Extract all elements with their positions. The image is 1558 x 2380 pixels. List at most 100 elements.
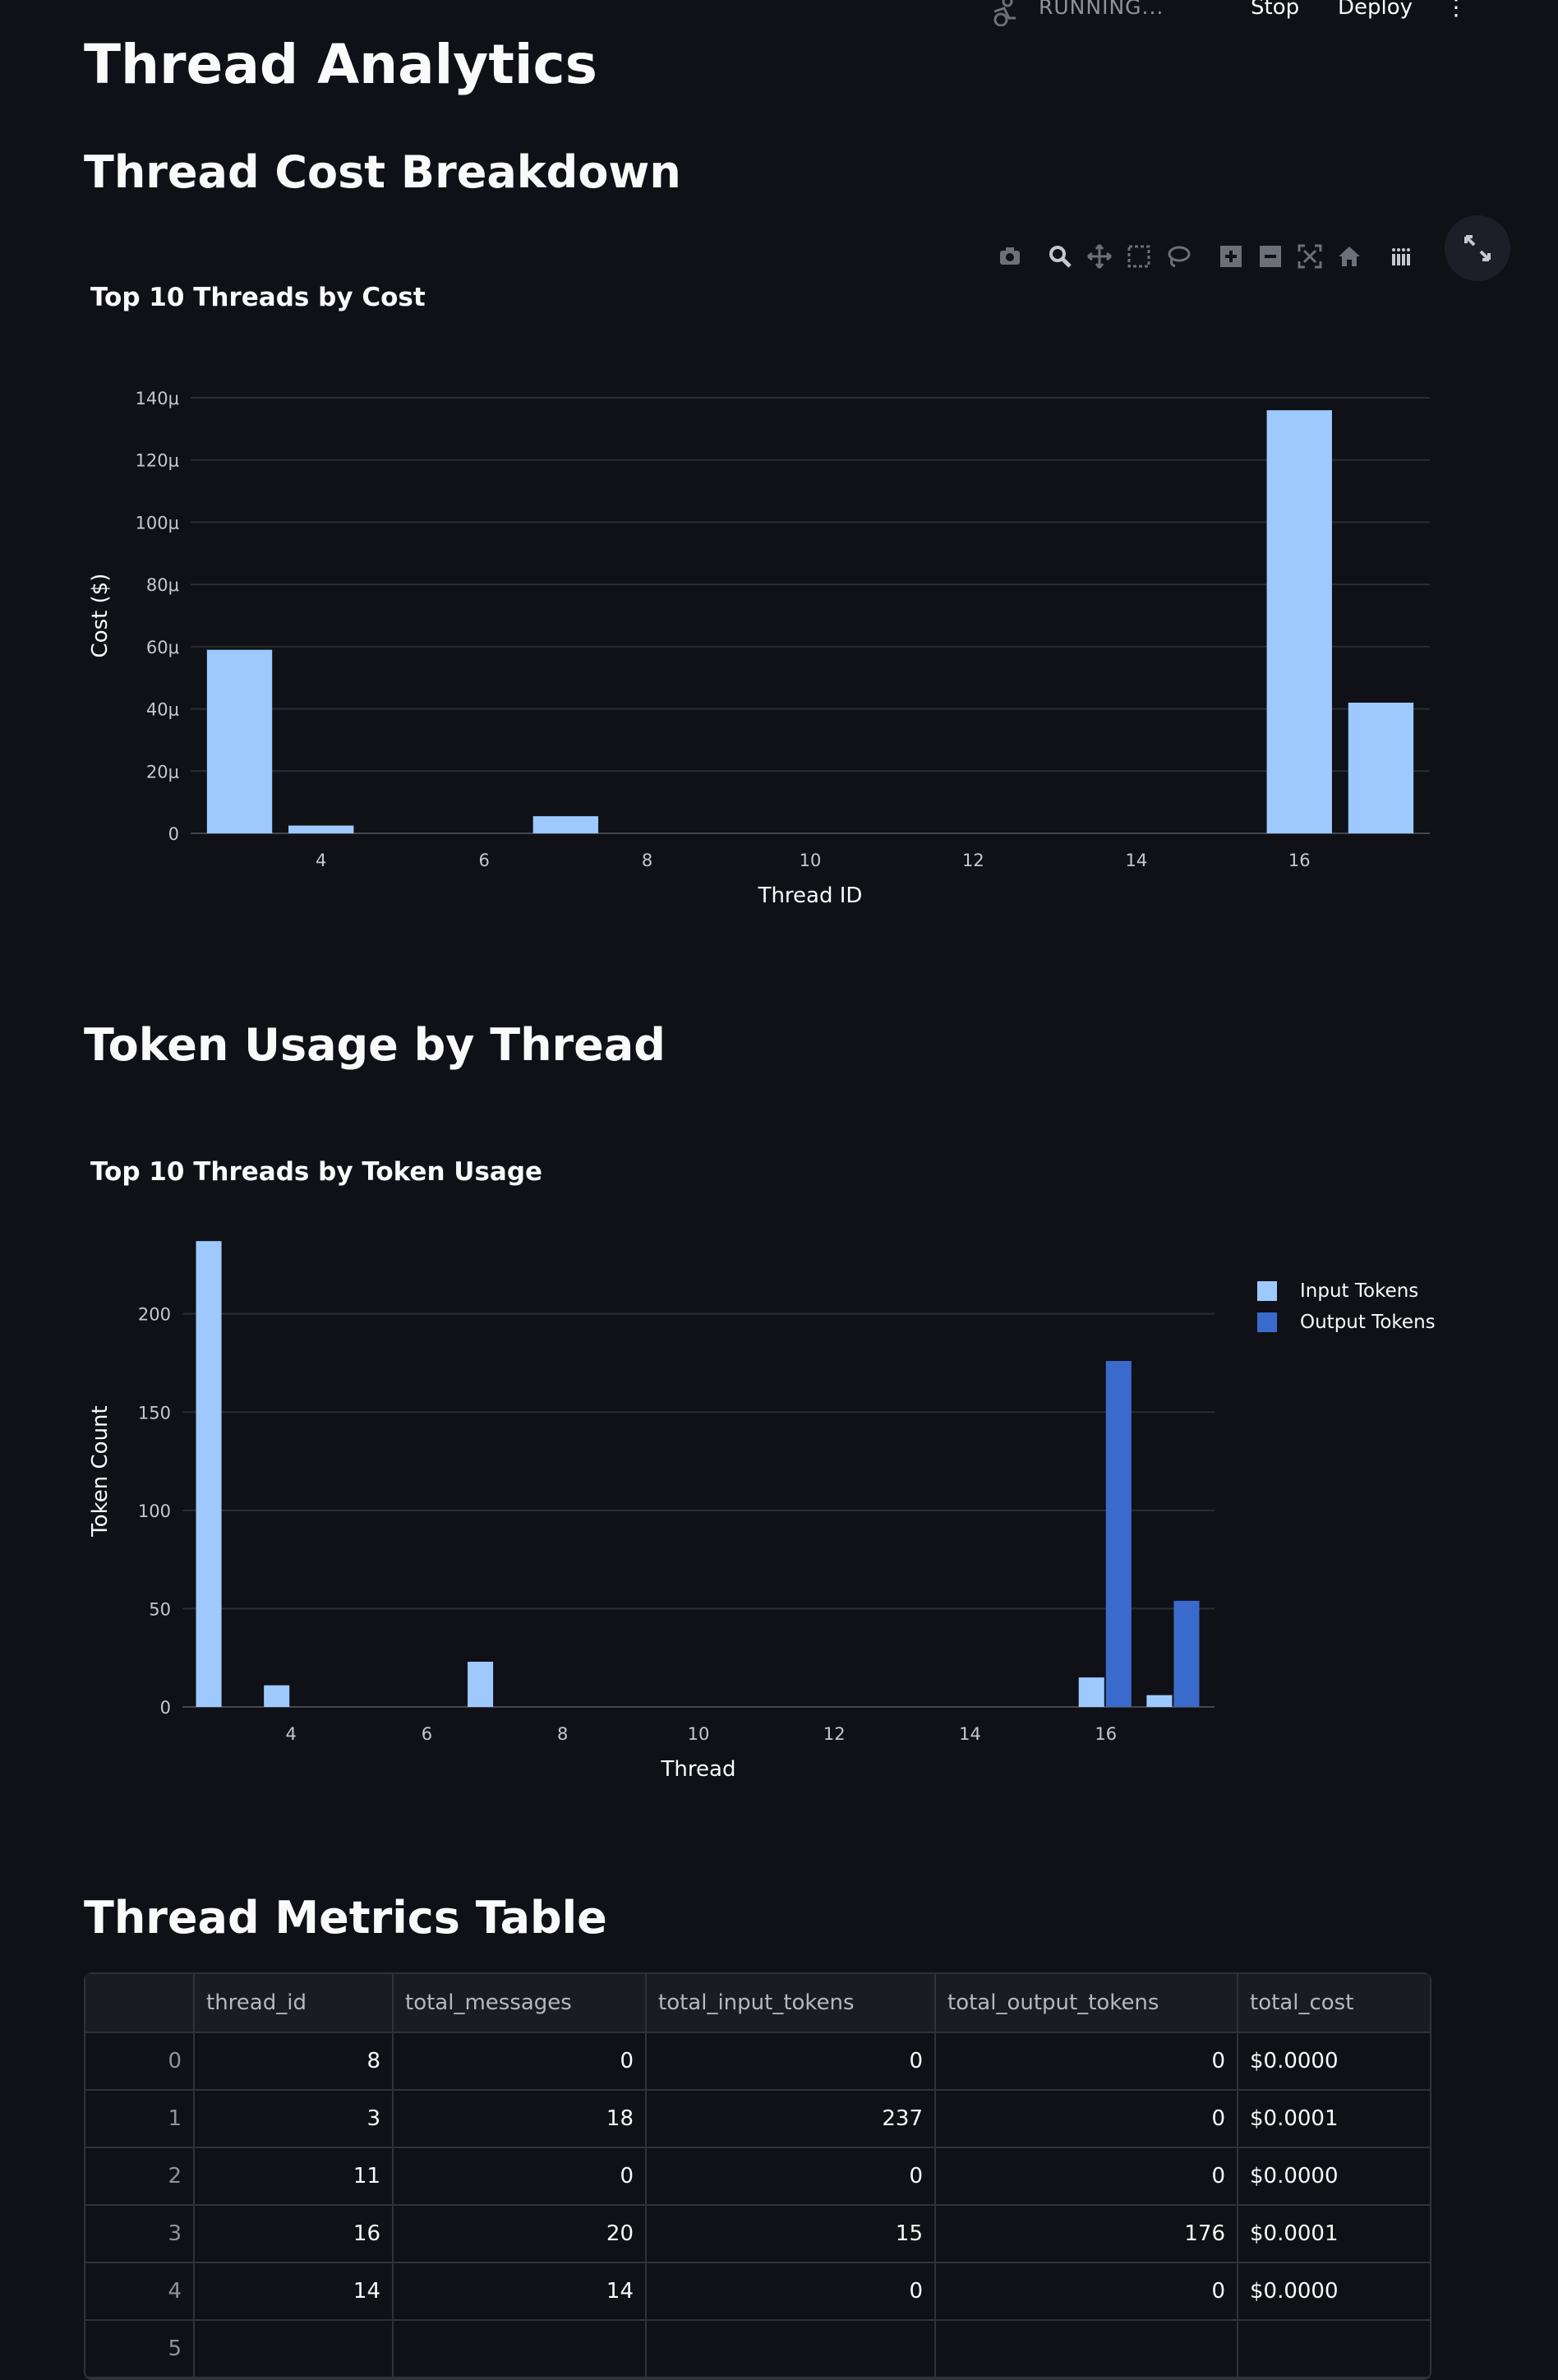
bar-input-thread-7 bbox=[468, 1661, 494, 1707]
box-select-icon[interactable] bbox=[1126, 243, 1152, 270]
section-cost-heading: Thread Cost Breakdown bbox=[84, 146, 681, 198]
bar-thread-16 bbox=[1266, 410, 1332, 834]
table-row[interactable]: 4 14 14 0 0 $0.0000 bbox=[85, 2263, 1430, 2321]
cell-total-cost[interactable]: $0.0001 bbox=[1238, 2091, 1430, 2148]
camera-icon[interactable] bbox=[997, 243, 1023, 270]
x-tick-label: 6 bbox=[478, 851, 489, 870]
column-header[interactable]: total_output_tokens bbox=[936, 1974, 1238, 2033]
cost-chart-title: Top 10 Threads by Cost bbox=[90, 283, 426, 312]
stop-button[interactable]: Stop bbox=[1251, 0, 1300, 20]
column-header[interactable] bbox=[85, 1974, 195, 2033]
y-axis-label: Cost ($) bbox=[88, 574, 113, 658]
column-header[interactable]: total_cost bbox=[1238, 1974, 1430, 2033]
table-row[interactable]: 1 3 18 237 0 $0.0001 bbox=[85, 2091, 1430, 2148]
x-tick-label: 4 bbox=[316, 851, 326, 870]
legend-label-output: Output Tokens bbox=[1300, 1312, 1436, 1333]
deploy-button[interactable]: Deploy bbox=[1338, 0, 1413, 20]
y-tick-label: 140μ bbox=[136, 389, 179, 408]
cell-total-messages[interactable]: 14 bbox=[394, 2263, 647, 2321]
zoom-icon[interactable] bbox=[1047, 243, 1073, 270]
cell-total-output-tokens[interactable]: 176 bbox=[936, 2206, 1238, 2263]
section-tokens-heading: Token Usage by Thread bbox=[84, 1019, 666, 1071]
cell-total-input-tokens[interactable]: 0 bbox=[647, 2263, 936, 2321]
bar-input-thread-3 bbox=[196, 1241, 222, 1707]
cell-thread-id[interactable] bbox=[195, 2321, 394, 2378]
bar-output-thread-16 bbox=[1105, 1361, 1132, 1707]
x-tick-label: 8 bbox=[642, 851, 652, 870]
section-table-heading: Thread Metrics Table bbox=[84, 1892, 607, 1944]
x-tick-label: 4 bbox=[286, 1724, 297, 1744]
y-tick-label: 60μ bbox=[146, 638, 179, 657]
x-tick-label: 10 bbox=[688, 1724, 710, 1744]
row-index: 1 bbox=[85, 2091, 195, 2148]
cell-total-output-tokens[interactable]: 0 bbox=[936, 2091, 1238, 2148]
cell-total-input-tokens[interactable]: 0 bbox=[647, 2033, 936, 2091]
autoscale-icon[interactable] bbox=[1297, 243, 1323, 270]
cell-total-messages[interactable]: 20 bbox=[394, 2206, 647, 2263]
cell-total-messages[interactable]: 18 bbox=[394, 2091, 647, 2148]
main-menu-icon[interactable]: ⋮ bbox=[1445, 0, 1468, 21]
column-header[interactable]: total_input_tokens bbox=[647, 1974, 936, 2033]
x-tick-label: 8 bbox=[557, 1724, 568, 1744]
table-row[interactable]: 3 16 20 15 176 $0.0001 bbox=[85, 2206, 1430, 2263]
x-tick-label: 16 bbox=[1288, 851, 1311, 870]
cell-total-output-tokens[interactable]: 0 bbox=[936, 2263, 1238, 2321]
bar-thread-4 bbox=[288, 825, 354, 833]
pan-icon[interactable] bbox=[1086, 243, 1113, 270]
cell-total-cost[interactable]: $0.0000 bbox=[1238, 2148, 1430, 2206]
fullscreen-icon bbox=[1464, 235, 1491, 261]
cell-total-cost[interactable]: $0.0000 bbox=[1238, 2263, 1430, 2321]
plotly-logo-icon[interactable] bbox=[1389, 243, 1415, 270]
page-title: Thread Analytics bbox=[84, 33, 597, 96]
cell-total-cost[interactable] bbox=[1238, 2321, 1430, 2378]
bar-thread-7 bbox=[532, 816, 599, 833]
lasso-select-icon[interactable] bbox=[1165, 243, 1192, 270]
cell-thread-id[interactable]: 11 bbox=[195, 2148, 394, 2206]
cell-total-input-tokens[interactable]: 0 bbox=[647, 2148, 936, 2206]
cell-total-input-tokens[interactable] bbox=[647, 2321, 936, 2378]
cell-total-output-tokens[interactable] bbox=[936, 2321, 1238, 2378]
legend-item-output[interactable]: Output Tokens bbox=[1257, 1307, 1436, 1338]
table-row[interactable]: 5 bbox=[85, 2321, 1430, 2378]
legend-label-input: Input Tokens bbox=[1300, 1280, 1419, 1302]
bar-input-thread-4 bbox=[264, 1685, 290, 1707]
running-status-icon bbox=[993, 0, 1016, 26]
cell-total-cost[interactable]: $0.0000 bbox=[1238, 2033, 1430, 2091]
zoom-out-icon[interactable] bbox=[1257, 243, 1284, 270]
column-header[interactable]: total_messages bbox=[394, 1974, 647, 2033]
column-header[interactable]: thread_id bbox=[195, 1974, 394, 2033]
cell-total-messages[interactable]: 0 bbox=[394, 2148, 647, 2206]
cell-total-messages[interactable] bbox=[394, 2321, 647, 2378]
x-axis-label: Thread ID bbox=[758, 883, 863, 908]
y-tick-label: 200 bbox=[138, 1305, 171, 1325]
cell-total-output-tokens[interactable]: 0 bbox=[936, 2033, 1238, 2091]
x-tick-label: 14 bbox=[1125, 851, 1147, 870]
x-tick-label: 14 bbox=[959, 1724, 981, 1744]
table-row[interactable]: 0 8 0 0 0 $0.0000 bbox=[85, 2033, 1430, 2091]
bar-thread-17 bbox=[1348, 703, 1414, 833]
cell-total-output-tokens[interactable]: 0 bbox=[936, 2148, 1238, 2206]
cell-thread-id[interactable]: 16 bbox=[195, 2206, 394, 2263]
y-tick-label: 40μ bbox=[146, 700, 179, 720]
cell-thread-id[interactable]: 3 bbox=[195, 2091, 394, 2148]
y-tick-label: 100μ bbox=[136, 513, 179, 533]
cell-total-input-tokens[interactable]: 237 bbox=[647, 2091, 936, 2148]
cell-total-messages[interactable]: 0 bbox=[394, 2033, 647, 2091]
table-row[interactable]: 2 11 0 0 0 $0.0000 bbox=[85, 2148, 1430, 2206]
bar-thread-3 bbox=[206, 649, 273, 833]
chart-modebar bbox=[994, 240, 1430, 273]
row-index: 3 bbox=[85, 2206, 195, 2263]
y-tick-label: 50 bbox=[149, 1599, 171, 1619]
cell-thread-id[interactable]: 8 bbox=[195, 2033, 394, 2091]
cost-chart: 0 20μ 40μ 60μ 80μ 100μ 120μ 140μ 4 6 8 10 12 14 16 Thre… bbox=[88, 389, 1430, 908]
x-axis-label: Thread bbox=[661, 1757, 736, 1782]
cell-total-input-tokens[interactable]: 15 bbox=[647, 2206, 936, 2263]
y-tick-label: 100 bbox=[138, 1501, 171, 1521]
zoom-in-icon[interactable] bbox=[1218, 243, 1244, 270]
fullscreen-button[interactable] bbox=[1445, 215, 1510, 281]
legend-swatch-input bbox=[1257, 1281, 1277, 1301]
reset-axes-icon[interactable] bbox=[1336, 243, 1362, 270]
cell-thread-id[interactable]: 14 bbox=[195, 2263, 394, 2321]
cell-total-cost[interactable]: $0.0001 bbox=[1238, 2206, 1430, 2263]
legend-item-input[interactable]: Input Tokens bbox=[1257, 1275, 1436, 1307]
